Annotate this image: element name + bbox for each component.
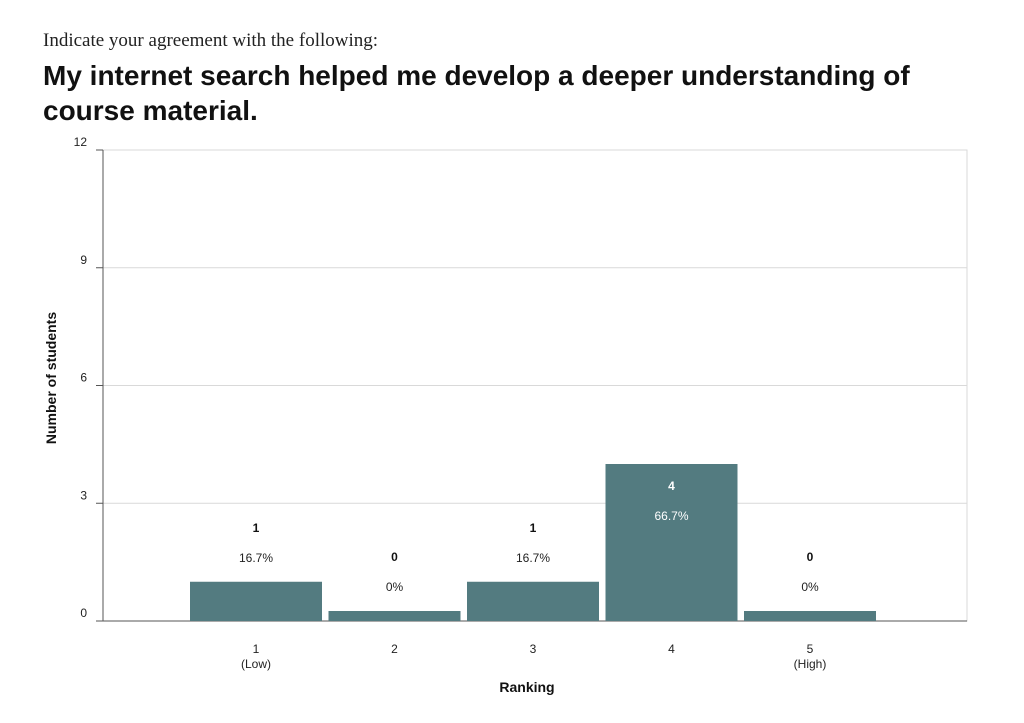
x-tick-label: 4: [668, 642, 675, 656]
data-label-percent: 66.7%: [654, 509, 688, 523]
bar: [190, 581, 322, 621]
y-tick-label: 3: [80, 488, 87, 502]
data-label-count: 1: [530, 521, 537, 535]
data-label-count: 1: [253, 521, 260, 535]
y-tick-label: 12: [74, 135, 88, 149]
x-axis-title: Ranking: [499, 679, 554, 695]
bar: [328, 611, 461, 621]
bar: [605, 464, 738, 621]
y-tick-label: 9: [80, 253, 87, 267]
data-label-percent: 16.7%: [239, 551, 273, 565]
x-tick-label: 5: [807, 642, 814, 656]
x-tick-label: 2: [391, 642, 398, 656]
data-label-percent: 0%: [801, 580, 819, 594]
data-label-percent: 16.7%: [516, 551, 550, 565]
x-tick-sublabel: (Low): [241, 657, 271, 671]
question-prompt: Indicate your agreement with the followi…: [43, 30, 379, 51]
y-tick-label: 0: [80, 606, 87, 620]
y-axis-title: Number of students: [43, 312, 59, 444]
x-tick-label: 1: [253, 642, 260, 656]
data-label-count: 0: [391, 550, 398, 564]
y-tick-label: 6: [80, 371, 87, 385]
data-label-percent: 0%: [386, 580, 404, 594]
bar: [744, 611, 876, 621]
x-tick-label: 3: [530, 642, 537, 656]
x-tick-sublabel: (High): [794, 657, 827, 671]
data-label-count: 0: [807, 550, 814, 564]
question-title: My internet search helped me develop a d…: [43, 60, 910, 126]
bar: [467, 581, 599, 621]
data-label-count: 4: [668, 479, 675, 493]
